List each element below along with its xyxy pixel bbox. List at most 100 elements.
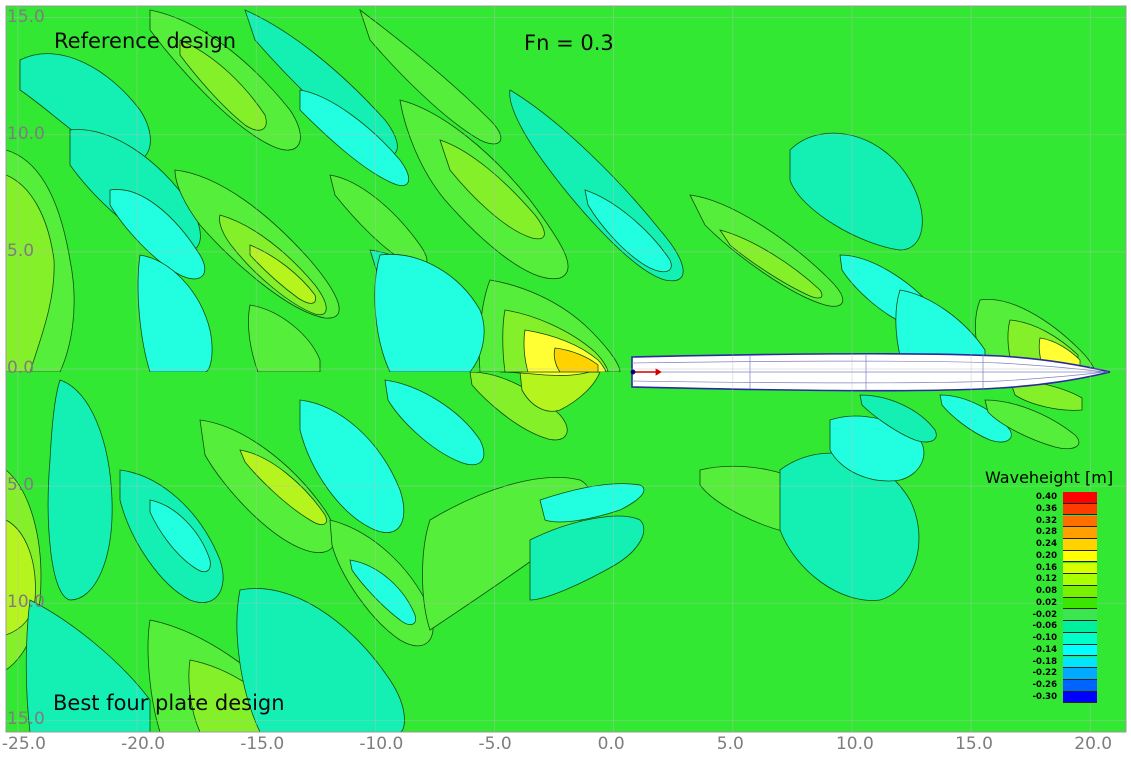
- legend-entry: 0.20: [985, 550, 1097, 563]
- wave-lobe: [789, 132, 923, 251]
- hull-waterline: [631, 371, 1106, 384]
- legend-entry: -0.02: [985, 609, 1097, 622]
- legend-value: -0.14: [1032, 644, 1058, 655]
- legend-entry: 0.02: [985, 597, 1097, 610]
- arrow-head: [655, 368, 662, 376]
- legend-swatch: [1063, 597, 1097, 610]
- legend-value: -0.22: [1032, 668, 1058, 679]
- legend-entry: -0.06: [985, 621, 1097, 633]
- wave-lobe: [137, 254, 213, 372]
- x-tick-label: 20.0: [1074, 734, 1113, 754]
- wave-lobe: [939, 394, 1012, 443]
- x-tick-label: -25.0: [1, 734, 46, 754]
- wave-lobe: [553, 347, 599, 372]
- froude-number-label: Fn = 0.3: [524, 31, 614, 55]
- legend-entry: -0.30: [985, 691, 1097, 704]
- hull-waterline: [631, 360, 1106, 373]
- y-tick-label: 10.0: [7, 123, 45, 144]
- legend-value: 0.32: [1036, 515, 1057, 526]
- legend-rows: 0.40 0.36 0.32 0.28 0.24 0.20 0.16 0.12 0.08 0.02…: [985, 492, 1097, 714]
- wave-lobe: [584, 189, 672, 273]
- legend-swatch: [1063, 574, 1097, 586]
- x-tick-label: -5.0: [478, 734, 512, 754]
- legend-entry: -0.18: [985, 656, 1097, 669]
- legend-entry: -0.14: [985, 644, 1097, 657]
- wave-lobe: [239, 449, 327, 525]
- wave-lobe: [249, 244, 317, 304]
- legend-swatch: [1063, 680, 1097, 692]
- legend-value: 0.36: [1036, 503, 1057, 514]
- legend-swatch: [1063, 691, 1097, 704]
- wave-lobe: [439, 139, 545, 240]
- wave-lobe: [299, 399, 405, 533]
- legend-swatch: [1063, 503, 1097, 516]
- x-tick-label: -15.0: [240, 734, 285, 754]
- y-tick-label: 0.0: [7, 358, 35, 378]
- legend-value: -0.18: [1032, 656, 1058, 667]
- wave-lobe: [529, 515, 645, 601]
- legend-value: -0.10: [1032, 633, 1058, 643]
- legend-value: 0.20: [1036, 550, 1057, 561]
- legend-entry: 0.36: [985, 503, 1097, 516]
- legend-swatch: [1063, 515, 1097, 528]
- wave-lobe: [859, 394, 937, 443]
- legend-swatch: [1063, 609, 1097, 622]
- legend-swatch: [1063, 668, 1097, 680]
- legend-value: 0.12: [1036, 574, 1057, 585]
- x-tick-label: 15.0: [955, 734, 993, 754]
- legend-swatch: [1063, 550, 1097, 563]
- reference-design-label: Reference design: [54, 29, 237, 53]
- wave-lobe: [236, 588, 405, 732]
- legend-value: 0.28: [1036, 527, 1057, 538]
- wave-lobe: [248, 304, 321, 372]
- legend-value: 0.40: [1036, 492, 1057, 502]
- wave-lobe: [499, 372, 600, 376]
- legend-title: Waveheight [m]: [985, 468, 1114, 487]
- wave-lobe: [109, 189, 206, 280]
- y-tick-label: 15.0: [7, 709, 45, 730]
- wave-lobe: [359, 8, 502, 145]
- wave-pattern-bottom: [6, 372, 1083, 732]
- legend-value: 0.16: [1036, 562, 1057, 573]
- origin-marker: [630, 369, 636, 375]
- wave-lobe: [984, 399, 1080, 450]
- legend-value: 0.24: [1036, 539, 1057, 549]
- x-tick-label: 0.0: [597, 734, 625, 754]
- legend-swatch: [1063, 562, 1097, 575]
- legend-entry: 0.12: [985, 574, 1097, 586]
- legend-value: -0.30: [1032, 691, 1058, 702]
- legend-entry: 0.24: [985, 539, 1097, 551]
- wave-lobe: [179, 39, 267, 131]
- waveheight-legend: Waveheight [m] 0.40 0.36 0.32 0.28 0.24 0.20 0…: [985, 468, 1127, 704]
- legend-swatch: [1063, 586, 1097, 598]
- legend-value: -0.02: [1032, 609, 1058, 620]
- wave-lobe: [539, 483, 645, 523]
- y-tick-label: 15.0: [7, 6, 45, 27]
- legend-swatch: [1063, 621, 1097, 633]
- legend-swatch: [1063, 492, 1097, 504]
- legend-value: 0.02: [1036, 597, 1057, 608]
- wave-lobe: [719, 229, 823, 299]
- x-tick-label: -10.0: [359, 734, 404, 754]
- y-tick-label: 10.0: [7, 592, 45, 613]
- legend-entry: -0.26: [985, 680, 1097, 692]
- legend-value: -0.06: [1032, 621, 1058, 632]
- best-design-label: Best four plate design: [53, 691, 285, 715]
- wave-lobe: [299, 89, 410, 186]
- legend-entry: 0.32: [985, 515, 1097, 528]
- legend-value: 0.08: [1036, 586, 1057, 596]
- wave-lobe: [47, 379, 113, 601]
- wave-lobe: [349, 559, 417, 625]
- legend-swatch: [1063, 527, 1097, 539]
- legend-swatch: [1063, 656, 1097, 669]
- ship-hull: [630, 352, 1111, 392]
- wave-lobe: [149, 499, 211, 573]
- legend-entry: -0.10: [985, 633, 1097, 645]
- legend-swatch: [1063, 633, 1097, 645]
- y-tick-label: 5.0: [7, 475, 35, 496]
- legend-entry: 0.28: [985, 527, 1097, 539]
- legend-entry: 0.16: [985, 562, 1097, 575]
- wave-lobe: [6, 519, 36, 636]
- x-tick-label: -20.0: [121, 734, 166, 754]
- legend-swatch: [1063, 644, 1097, 657]
